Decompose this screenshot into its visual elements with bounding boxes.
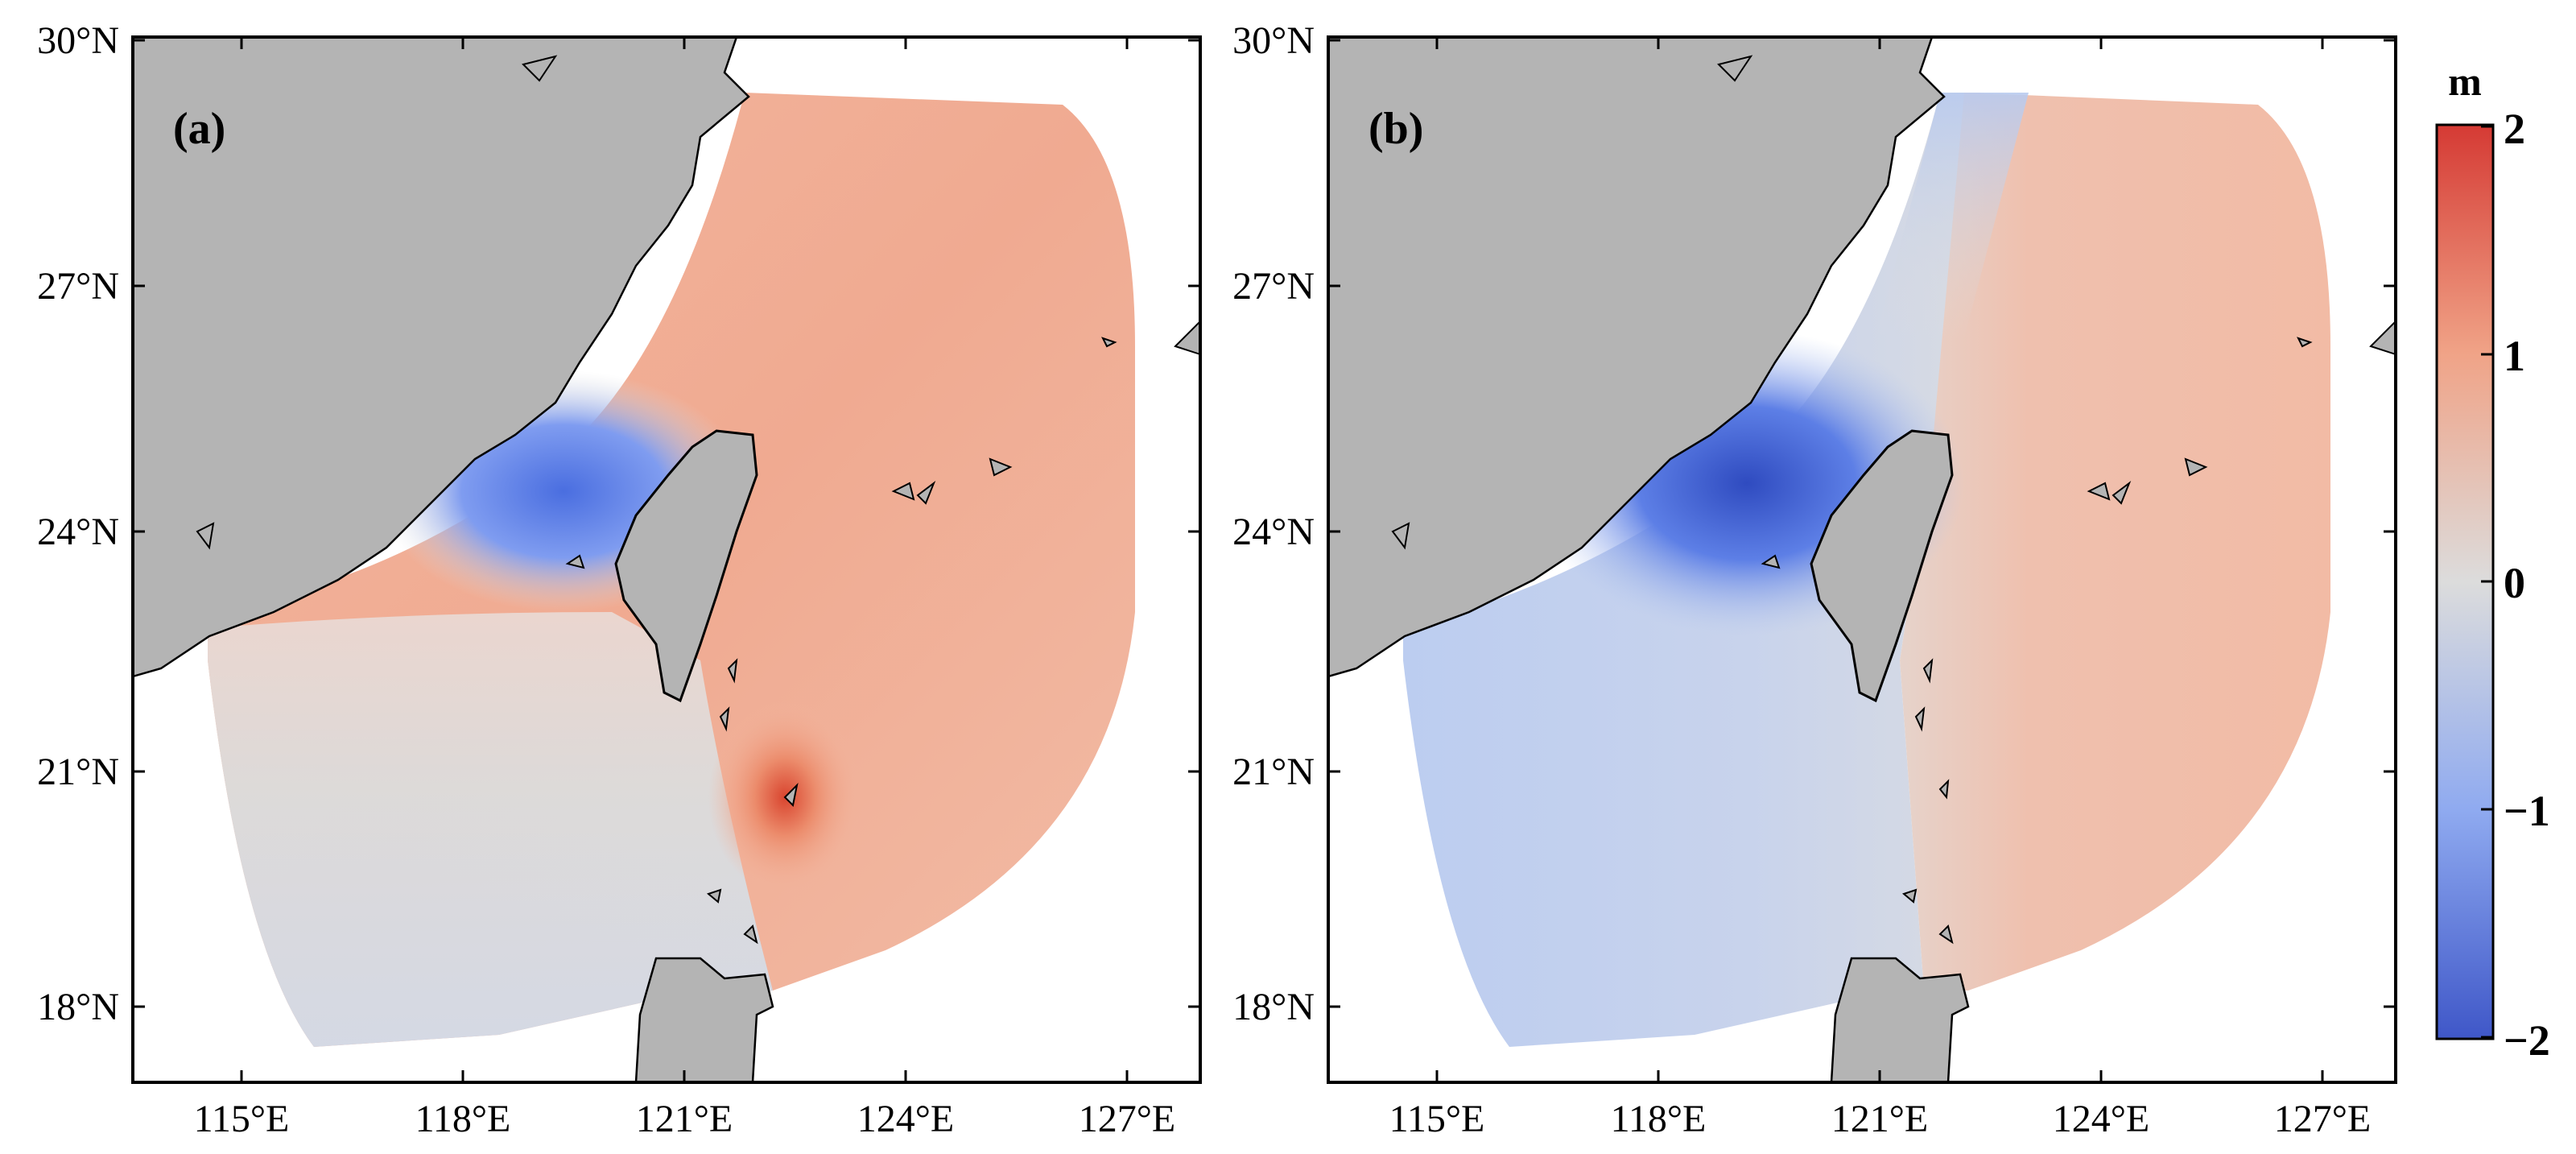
colorbar: m 2 1 0 −1 −2 [2435, 59, 2550, 1065]
lon-tick-label: 115°E [1389, 1098, 1485, 1140]
small-islands [1391, 55, 2396, 945]
lat-tick-label: 18°N [1232, 986, 1315, 1028]
colorbar-tick-label: −2 [2504, 1016, 2550, 1065]
lon-tick-label: 127°E [2274, 1098, 2372, 1140]
southern-neutral-zone [208, 612, 773, 1047]
lat-tick-label: 21°N [1232, 751, 1315, 793]
lon-tick-label: 118°E [1611, 1098, 1707, 1140]
colorbar-unit: m [2448, 59, 2482, 104]
lat-tick-label: 27°N [1232, 265, 1315, 308]
land-taiwan [1810, 429, 1954, 703]
panel-label: (b) [1368, 104, 1423, 154]
panel-a: (a) 30°N 27°N 24°N 21°N 18°N 115°E 118°E… [37, 19, 1202, 1140]
lon-tick-label: 121°E [1831, 1098, 1929, 1140]
panel-frame [131, 35, 1202, 1084]
lat-tick-label: 30°N [37, 19, 119, 62]
lon-tick-label: 124°E [2053, 1098, 2150, 1140]
axis-ticks [1328, 37, 2396, 1082]
lon-tick-labels: 115°E 118°E 121°E 124°E 127°E [1389, 1098, 2372, 1140]
land-mainland [133, 37, 750, 678]
sea-level-field-east [1900, 93, 2330, 991]
colorbar-ticks [2481, 125, 2493, 1039]
lat-tick-label: 24°N [1232, 511, 1315, 553]
lat-tick-labels: 30°N 27°N 24°N 21°N 18°N [1232, 19, 1315, 1028]
colorbar-tick-label: 2 [2504, 105, 2525, 153]
panel-label: (a) [173, 104, 225, 154]
lon-tick-label: 121°E [636, 1098, 733, 1140]
land-luzon [634, 957, 774, 1082]
lat-tick-labels: 30°N 27°N 24°N 21°N 18°N [37, 19, 119, 1028]
colorbar-tick-labels: 2 1 0 −1 −2 [2504, 105, 2550, 1065]
lat-tick-label: 27°N [37, 265, 119, 308]
land-taiwan [614, 429, 758, 703]
colorbar-tick-label: −1 [2504, 787, 2550, 835]
lat-tick-label: 24°N [37, 511, 119, 553]
colorbar-tick-label: 0 [2504, 559, 2525, 607]
colorbar-tick-label: 1 [2504, 332, 2525, 380]
lon-tick-label: 118°E [415, 1098, 511, 1140]
panel-frame [1327, 35, 2397, 1084]
small-islands [196, 55, 1200, 945]
land-mainland [1328, 37, 1946, 678]
lat-tick-label: 21°N [37, 751, 119, 793]
axis-ticks [133, 37, 1200, 1082]
northern-negative-band [1876, 93, 2029, 338]
lat-tick-label: 18°N [37, 986, 119, 1028]
panel-b: (b) 30°N 27°N 24°N 21°N 18°N 115°E 118°E… [1232, 19, 2397, 1140]
land-luzon [1830, 957, 1970, 1082]
lon-tick-labels: 115°E 118°E 121°E 124°E 127°E [194, 1098, 1176, 1140]
lon-tick-label: 127°E [1079, 1098, 1176, 1140]
lat-tick-label: 30°N [1232, 19, 1315, 62]
lon-tick-label: 124°E [857, 1098, 955, 1140]
lon-tick-label: 115°E [194, 1098, 290, 1140]
